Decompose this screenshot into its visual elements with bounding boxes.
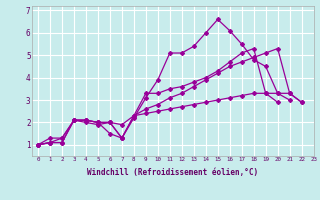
X-axis label: Windchill (Refroidissement éolien,°C): Windchill (Refroidissement éolien,°C) — [87, 168, 258, 177]
